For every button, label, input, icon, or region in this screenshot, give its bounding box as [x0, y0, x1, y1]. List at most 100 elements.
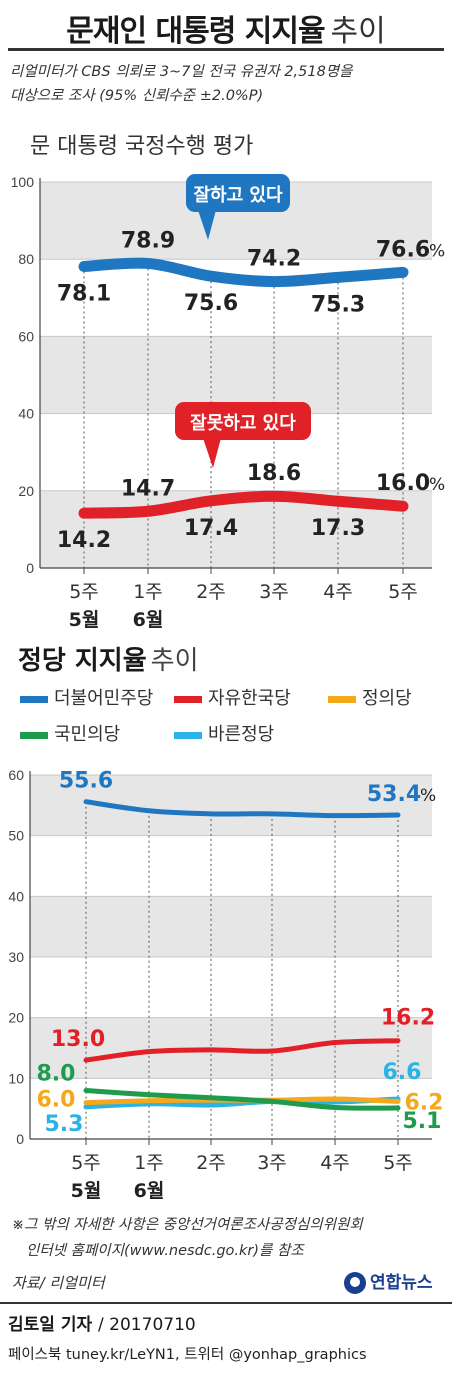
- footnote-line: 인터넷 홈페이지(www.nesdc.go.kr)를 참조: [26, 1243, 304, 1259]
- data-label: 75.3: [311, 292, 365, 317]
- data-label: 55.6: [59, 769, 113, 794]
- x-tick-label: 1주: [134, 1152, 164, 1174]
- x-tick-label: 1주: [133, 581, 163, 603]
- series-line: [78, 490, 409, 519]
- callout-pointer: [198, 210, 216, 240]
- legend-item: 정의당: [328, 684, 412, 710]
- chart-title: 문재인 대통령 지지율 추이: [0, 6, 452, 50]
- approval-section-title: 문 대통령 국정수행 평가: [30, 134, 254, 159]
- approval-chart: 0 20 40 60 80 100 5주 5월 1주 6월 2주 3주 4주 5주 78.1 78.9 75.6…: [11, 174, 445, 631]
- y-tick-label: 60: [18, 328, 34, 344]
- legend-label: 국민의당: [54, 724, 121, 745]
- series-line: [78, 257, 409, 288]
- y-tick-label: 80: [18, 251, 34, 267]
- data-label: 16.0: [376, 471, 430, 496]
- legend-swatch: [20, 695, 48, 703]
- data-label: 8.0: [37, 1061, 76, 1086]
- unit-label: %: [429, 241, 445, 261]
- footnote: ※그 밖의 자세한 사항은 중앙선거여론조사공정심의위원회 인터넷 홈페이지(w…: [12, 1212, 442, 1264]
- data-label: 5.1: [403, 1109, 442, 1134]
- x-tick-label: 2주: [196, 581, 226, 603]
- party-chart: 0 10 20 30 40 50 60 5주 5월 1주 6월 2주 3주 4주 5주 55.6 53.4% 13…: [8, 767, 444, 1202]
- x-group-label: 6월: [133, 609, 164, 631]
- series-line: [83, 1087, 401, 1111]
- legend-swatch: [20, 731, 48, 739]
- logo-text: 연합뉴스: [370, 1273, 433, 1293]
- x-tick-label: 2주: [196, 1152, 226, 1174]
- social-links: 페이스북 tuney.kr/LeYN1, 트위터 @yonhap_graphic…: [8, 1347, 367, 1363]
- y-tick-label: 100: [11, 174, 35, 190]
- x-tick-label: 5주: [388, 581, 418, 603]
- y-tick-label: 60: [8, 767, 24, 783]
- series-line: [83, 1038, 401, 1063]
- survey-note-line: 리얼미터가 CBS 의뢰로 3~7일 전국 유권자 2,518명을: [10, 64, 353, 80]
- source-text: 자료/ 리얼미터: [12, 1274, 105, 1292]
- y-tick-label: 30: [8, 949, 24, 965]
- x-tick-label: 4주: [323, 581, 353, 603]
- series-callout: [175, 402, 311, 440]
- data-label: 74.2: [247, 247, 301, 272]
- data-label: 76.6: [376, 237, 430, 262]
- y-tick-label: 0: [26, 560, 34, 576]
- x-tick-label: 5주: [69, 581, 99, 603]
- survey-note: 리얼미터가 CBS 의뢰로 3~7일 전국 유권자 2,518명을 대상으로 조…: [10, 60, 440, 108]
- party-section-title-bold: 정당 지지율: [18, 646, 147, 676]
- data-label: 17.4: [184, 516, 238, 541]
- data-label: 14.2: [57, 528, 111, 553]
- callout-pointer: [203, 438, 221, 468]
- title-sub: 추이: [330, 14, 386, 49]
- y-tick-label: 10: [8, 1070, 24, 1086]
- series-callout-label: 잘하고 있다: [193, 185, 283, 206]
- legend-item: 국민의당: [20, 720, 120, 746]
- legend-label: 정의당: [362, 688, 412, 709]
- legend-item: 바른정당: [174, 720, 274, 746]
- y-tick-label: 50: [8, 828, 24, 844]
- data-label: 53.4: [367, 782, 421, 807]
- y-tick-label: 20: [18, 483, 34, 499]
- legend-swatch: [328, 695, 356, 703]
- series-line: [83, 1096, 401, 1110]
- legend-label: 자유한국당: [208, 688, 291, 709]
- x-group-label: 5월: [71, 1180, 102, 1202]
- legend-label: 더불어민주당: [54, 688, 154, 709]
- grid-band: [30, 896, 432, 957]
- grid-band: [40, 336, 432, 414]
- data-label: 13.0: [51, 1027, 105, 1052]
- party-section-title-light: 추이: [150, 646, 199, 676]
- data-label: 14.7: [121, 476, 175, 501]
- legend-item: 자유한국당: [174, 684, 291, 710]
- x-tick-label: 5주: [71, 1152, 101, 1174]
- data-label: 78.1: [57, 282, 111, 307]
- x-tick-label: 3주: [259, 581, 289, 603]
- yonhap-logo: 연합뉴스: [344, 1268, 433, 1294]
- x-group-label: 6월: [134, 1180, 165, 1202]
- legend-swatch: [174, 695, 202, 703]
- credit-date: / 20170710: [98, 1315, 196, 1335]
- data-label: 16.2: [381, 1006, 435, 1031]
- data-label: 6.2: [405, 1090, 444, 1115]
- unit-label: %: [420, 786, 436, 806]
- party-section-title: 정당 지지율 추이: [18, 640, 199, 677]
- data-label: 6.0: [37, 1088, 76, 1113]
- data-label: 18.6: [247, 461, 301, 486]
- legend-label: 바른정당: [208, 724, 275, 745]
- data-label: 78.9: [121, 228, 175, 253]
- survey-note-line: 대상으로 조사 (95% 신뢰수준 ±2.0%P): [10, 88, 264, 104]
- x-tick-label: 3주: [257, 1152, 287, 1174]
- x-tick-label: 5주: [383, 1152, 413, 1174]
- data-label: 6.6: [383, 1060, 422, 1085]
- y-tick-label: 40: [8, 888, 24, 904]
- y-tick-label: 40: [18, 406, 34, 422]
- data-label: 17.3: [311, 516, 365, 541]
- credit: 김토일 기자 / 20170710: [8, 1310, 196, 1335]
- title-divider: [8, 48, 444, 51]
- legend-item: 더불어민주당: [20, 684, 153, 710]
- unit-label: %: [429, 475, 445, 495]
- series-line: [83, 799, 401, 819]
- bottom-divider: [0, 1302, 452, 1304]
- title-main: 문재인 대통령 지지율: [66, 14, 325, 49]
- series-callout: [186, 174, 290, 212]
- y-tick-label: 0: [16, 1131, 24, 1147]
- logo-icon: [344, 1272, 366, 1294]
- legend-swatch: [174, 731, 202, 739]
